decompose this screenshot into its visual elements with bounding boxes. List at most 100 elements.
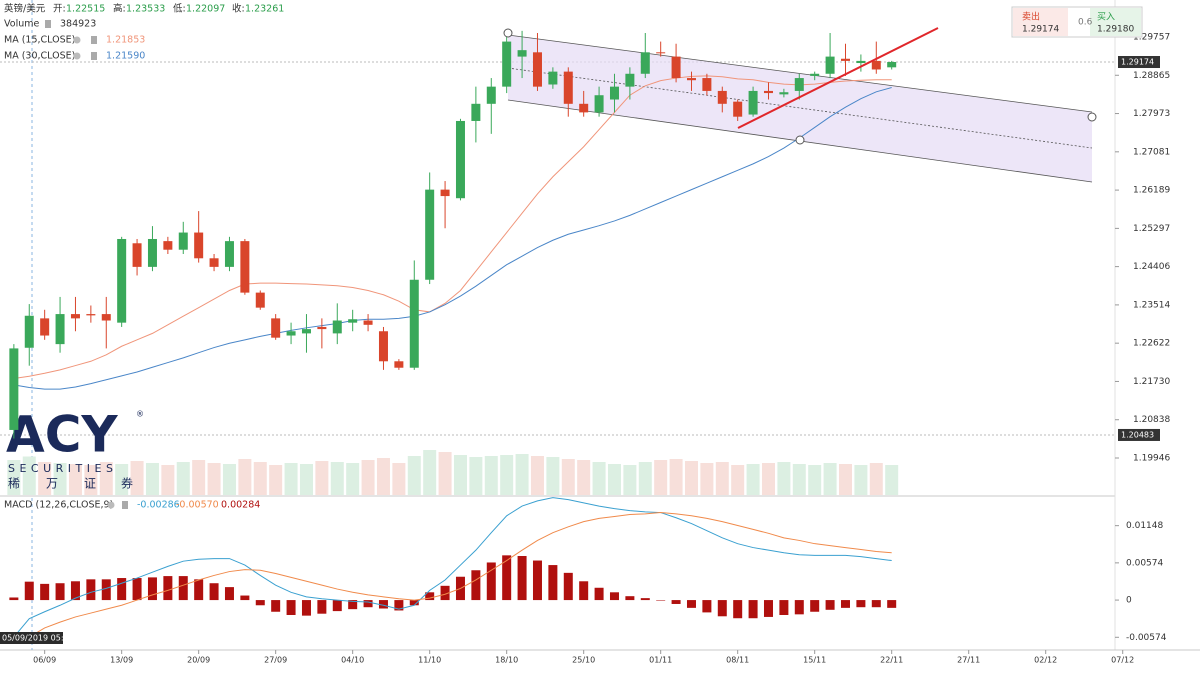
trash-icon[interactable] bbox=[91, 52, 97, 60]
candle-body bbox=[209, 258, 219, 267]
histogram-bar bbox=[271, 600, 281, 612]
x-tick-label: 07/12 bbox=[1111, 656, 1134, 665]
buy-label: 买入 bbox=[1097, 12, 1115, 23]
histogram-bar bbox=[240, 595, 250, 601]
y-tick-label: 1.27973 bbox=[1133, 109, 1170, 119]
handle[interactable] bbox=[1087, 112, 1097, 122]
volume-bar bbox=[453, 455, 467, 495]
candle-body bbox=[286, 331, 296, 336]
settings-icon[interactable] bbox=[73, 36, 81, 44]
candle-body bbox=[763, 90, 773, 94]
sell-label: 卖出 bbox=[1022, 11, 1040, 23]
handle[interactable] bbox=[503, 28, 513, 38]
legend-label: MA (30,CLOSE) bbox=[4, 51, 75, 62]
high-label: 高: bbox=[113, 3, 126, 15]
trash-icon[interactable] bbox=[122, 501, 128, 509]
x-tick-label: 25/10 bbox=[572, 656, 595, 665]
candle-body bbox=[240, 241, 250, 293]
y-tick-label: 0 bbox=[1126, 596, 1132, 606]
histogram-bar bbox=[163, 576, 173, 601]
candle-body bbox=[394, 361, 404, 368]
histogram-bar bbox=[794, 600, 804, 615]
trash-icon[interactable] bbox=[91, 36, 97, 44]
symbol: 英镑/美元 bbox=[4, 3, 46, 15]
candle-body bbox=[748, 90, 758, 115]
histogram-bar bbox=[132, 578, 142, 601]
histogram-bar bbox=[301, 600, 311, 616]
open-label: 开: bbox=[53, 4, 66, 15]
candle-body bbox=[271, 318, 281, 338]
x-tick-label: 22/11 bbox=[880, 656, 903, 665]
volume-bar bbox=[500, 455, 514, 495]
settings-icon[interactable] bbox=[73, 52, 81, 60]
histogram-bar bbox=[856, 600, 866, 608]
histogram-bar bbox=[9, 597, 19, 601]
histogram-bar bbox=[409, 600, 419, 606]
y-tick-label: 1.23514 bbox=[1133, 300, 1170, 310]
volume-bar bbox=[238, 459, 252, 495]
volume-bar bbox=[761, 463, 775, 495]
volume-bar bbox=[253, 462, 267, 495]
low-label: 低: bbox=[173, 3, 186, 15]
histogram-bar bbox=[671, 600, 681, 604]
channel-top bbox=[507, 34, 1093, 113]
volume-bar bbox=[854, 465, 868, 495]
volume-bar bbox=[22, 456, 36, 495]
volume-label: Volume bbox=[4, 19, 39, 30]
candle-body bbox=[194, 232, 204, 259]
histogram-bar bbox=[425, 592, 435, 601]
y-tick-label: 1.21730 bbox=[1133, 377, 1170, 387]
y-tick-label: 1.27081 bbox=[1133, 147, 1170, 157]
candle-body bbox=[363, 320, 373, 325]
y-tick-label: 1.22622 bbox=[1133, 339, 1170, 349]
crosshair-box bbox=[0, 632, 63, 644]
trash-icon[interactable] bbox=[45, 20, 51, 28]
trade-box: 卖出 1.29174 0.6 买入 1.29180 bbox=[1011, 6, 1143, 38]
sell-price: 1.29174 bbox=[1022, 25, 1059, 35]
legend-value: 1.21853 bbox=[106, 35, 145, 46]
histogram-bar bbox=[363, 600, 373, 608]
histogram-bar bbox=[317, 600, 327, 614]
candle-body bbox=[147, 238, 157, 267]
channel-fill bbox=[508, 35, 1092, 182]
histogram-bar bbox=[656, 600, 666, 601]
y-tick-label: 1.28865 bbox=[1133, 71, 1170, 81]
histogram-bar bbox=[763, 600, 773, 617]
volume-bar bbox=[115, 464, 129, 495]
histogram-bar bbox=[579, 581, 589, 601]
buy-button[interactable] bbox=[1090, 8, 1141, 36]
logo-chinese: 万 bbox=[46, 477, 58, 491]
volume-bar bbox=[130, 461, 144, 495]
histogram-bar bbox=[332, 600, 342, 612]
volume-bar bbox=[299, 464, 313, 495]
volume-bar bbox=[346, 463, 360, 495]
price-tag bbox=[1118, 428, 1160, 441]
volume-bar bbox=[838, 464, 852, 495]
drawing-tools bbox=[503, 27, 1097, 145]
volume-bar bbox=[669, 459, 683, 495]
histogram-bar bbox=[548, 565, 558, 601]
sell-button[interactable] bbox=[1013, 8, 1068, 36]
x-tick-label: 11/10 bbox=[418, 656, 441, 665]
volume-bar bbox=[222, 464, 236, 495]
y-tick-label: 1.29757 bbox=[1133, 32, 1170, 42]
histogram-bar bbox=[178, 576, 188, 601]
candle-body bbox=[132, 243, 142, 267]
volume-bar bbox=[376, 458, 390, 495]
histogram-bar bbox=[194, 579, 204, 601]
settings-icon[interactable] bbox=[107, 501, 115, 509]
candle-body bbox=[702, 78, 712, 91]
open-value: 1.22515 bbox=[66, 4, 105, 15]
candle-body bbox=[686, 78, 696, 81]
x-tick-label: 02/12 bbox=[1034, 656, 1057, 665]
histogram-bar bbox=[147, 577, 157, 601]
candle-body bbox=[640, 52, 650, 74]
ma-line bbox=[13, 75, 892, 379]
candle-body bbox=[378, 331, 388, 362]
x-tick-label: 15/11 bbox=[803, 656, 826, 665]
handle[interactable] bbox=[795, 135, 805, 145]
volume-bar bbox=[315, 461, 329, 495]
volume-bar bbox=[207, 463, 221, 495]
ma-line bbox=[13, 87, 892, 390]
